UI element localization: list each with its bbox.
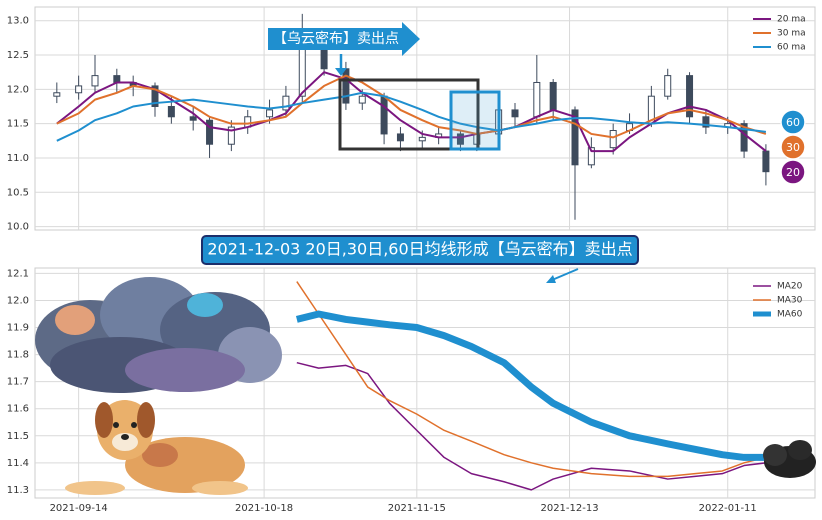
badge-label: 60 — [786, 116, 800, 129]
badge — [780, 159, 806, 185]
candle-body — [358, 95, 366, 104]
y-tick-label: 10.0 — [7, 222, 29, 233]
candle-body — [571, 109, 579, 166]
y-tick-label: 13.0 — [7, 16, 29, 27]
candle-body — [282, 95, 290, 111]
legend: MA20 MA30 MA60 — [753, 282, 803, 320]
ma-line — [56, 91, 767, 142]
candle-body — [151, 85, 159, 107]
y-tick-label: 11.6 — [7, 404, 29, 415]
y-tick-label: 11.5 — [7, 119, 29, 130]
signal-box — [449, 90, 501, 151]
y-tick-label: 11.0 — [7, 153, 29, 164]
x-tick-label: 2021-09-14 — [50, 503, 108, 514]
candle-body — [266, 109, 274, 118]
y-tick-label: 12.0 — [7, 84, 29, 95]
legend-label: MA30 — [777, 296, 803, 306]
annotation-arrow — [268, 22, 420, 56]
candle-body — [53, 92, 61, 97]
dog-illustration — [65, 400, 248, 495]
y-tick-label: 12.1 — [7, 268, 29, 279]
x-tick-label: 2022-01-11 — [699, 503, 757, 514]
y-tick-label: 10.5 — [7, 187, 29, 198]
ma-line — [296, 361, 767, 491]
badge-label: 20 — [786, 166, 800, 179]
pointer-head — [335, 68, 347, 76]
candle-body — [549, 81, 557, 111]
candle-body — [686, 75, 694, 118]
banner-text: 2021-12-03 20日,30日,60日均线形成【乌云密布】卖出点 — [207, 240, 632, 259]
candle-body — [113, 75, 121, 83]
candle-body — [396, 133, 404, 142]
candle-body — [533, 81, 541, 118]
banner-pointer-head — [546, 275, 556, 283]
cloud-illustration — [35, 277, 282, 393]
candle-body — [702, 116, 710, 128]
banner-pointer — [551, 268, 579, 281]
candle-body — [664, 75, 672, 97]
badge-label: 30 — [786, 141, 800, 154]
candle-body — [511, 109, 519, 118]
storm-cloud — [763, 440, 816, 478]
ma-line — [296, 281, 767, 478]
candle-body — [342, 68, 350, 104]
top-panel — [34, 6, 816, 231]
badge — [780, 134, 806, 160]
x-tick-label: 2021-10-18 — [235, 503, 293, 514]
candle-body — [189, 116, 197, 121]
x-tick-label: 2021-11-15 — [388, 503, 446, 514]
y-tick-label: 11.9 — [7, 323, 29, 334]
candle-body — [609, 130, 617, 149]
candle-body — [456, 133, 464, 145]
badge — [780, 109, 806, 135]
y-tick-label: 12.0 — [7, 295, 29, 306]
candle-body — [380, 95, 388, 135]
legend-label: 20 ma — [777, 15, 806, 25]
y-tick-label: 12.5 — [7, 50, 29, 61]
candle-body — [227, 126, 235, 145]
y-tick-label: 11.7 — [7, 377, 29, 388]
candle-body — [167, 105, 175, 118]
legend-label: 30 ma — [777, 29, 806, 39]
candle-body — [91, 75, 99, 87]
ma-line — [56, 74, 767, 139]
candle-body — [206, 119, 214, 145]
x-tick-label: 2021-12-13 — [540, 503, 598, 514]
legend-label: MA60 — [777, 310, 803, 320]
ma-line — [295, 310, 766, 461]
legend: 20 ma 30 ma 60 ma — [753, 15, 806, 53]
y-tick-label: 11.8 — [7, 350, 29, 361]
candle-body — [418, 136, 426, 142]
y-tick-label: 11.5 — [7, 431, 29, 442]
y-tick-label: 11.4 — [7, 458, 29, 469]
pattern-box — [338, 78, 480, 151]
legend-label: 60 ma — [777, 43, 806, 53]
candle-body — [587, 147, 595, 166]
banner — [201, 235, 639, 265]
y-tick-label: 11.3 — [7, 485, 29, 496]
annotation-text: 【乌云密布】卖出点 — [273, 30, 399, 47]
legend-label: MA20 — [777, 282, 803, 292]
candle-body — [762, 150, 770, 173]
candle-body — [75, 85, 83, 94]
